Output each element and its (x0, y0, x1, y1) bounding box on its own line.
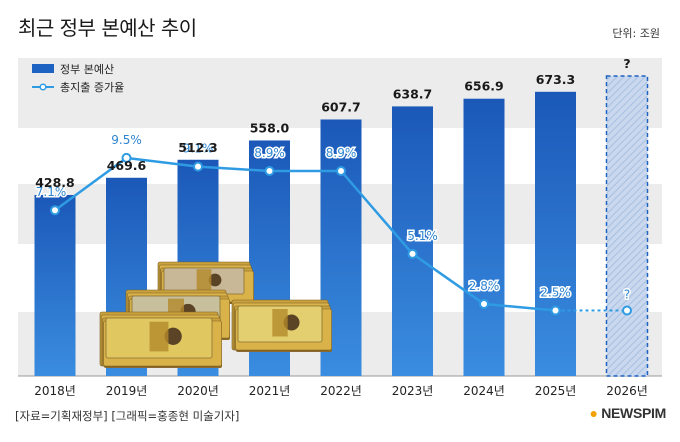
bar-value-label: 428.8 (35, 175, 75, 190)
portrait-icon (208, 273, 222, 287)
growth-marker (50, 205, 60, 216)
brand-logo: ● NEWSPIM (589, 405, 666, 421)
growth-value-label: 9.1% (183, 142, 214, 156)
money-band (196, 269, 212, 292)
growth-value-label: 8.9% (254, 146, 285, 160)
bar-value-label: 512.3 (178, 140, 218, 155)
bar-value-label: 638.7 (393, 86, 433, 101)
data-labels: 428.8 469.6 512.3 558.0 607.7 638.7 656.9 673.3… (35, 56, 630, 190)
money-band (149, 321, 169, 352)
bar (463, 98, 505, 377)
portrait-icon (164, 327, 182, 345)
growth-marker (550, 305, 561, 316)
chart-title: 최근 정부 본예산 추이 (18, 16, 197, 40)
money-band (272, 309, 288, 337)
growth-value-label: 5.1% (407, 229, 438, 243)
x-tick-label: 2019년 (106, 384, 148, 398)
logo-mark-icon: ● (589, 405, 598, 421)
x-tick-label: 2018년 (34, 384, 76, 398)
growth-line-path (54, 156, 556, 312)
growth-marker (407, 248, 418, 259)
legend-label-bar: 정부 본예산 (60, 63, 114, 76)
x-tick-label: 2021년 (249, 384, 291, 398)
legend-swatch-bar (32, 64, 54, 73)
growth-marker (121, 152, 132, 163)
bar (535, 91, 576, 376)
bar-value-label: 673.3 (536, 72, 576, 87)
bar-value-label: 656.9 (464, 79, 504, 94)
x-tick-label: 2026년 (606, 384, 648, 398)
growth-marker (479, 298, 489, 309)
money-stack-illustration (99, 261, 332, 368)
legend-swatch-marker (39, 83, 47, 91)
growth-value-label: 2.8% (469, 279, 500, 293)
x-tick-label: 2025년 (535, 384, 577, 398)
x-tick-label: 2024년 (463, 384, 505, 398)
bar-value-label: 607.7 (321, 99, 361, 114)
growth-marker (622, 305, 632, 316)
growth-value-label: ? (624, 288, 630, 302)
bar (392, 106, 433, 377)
legend-label-line: 총지출 증가율 (60, 81, 124, 94)
unit-label: 단위: 조원 (612, 27, 660, 40)
brand-name: NEWSPIM (601, 405, 666, 421)
x-axis: 2018년 2019년 2020년 2021년 2022년 2023년 2024년 2025년… (34, 384, 648, 398)
x-tick-label: 2020년 (177, 384, 219, 398)
bar-value-label: 558.0 (250, 120, 290, 135)
bar-value-label: 469.6 (107, 158, 147, 173)
x-tick-label: 2023년 (392, 384, 434, 398)
bar (34, 195, 76, 376)
growth-line: 7.1% 9.5% 9.1% 8.9% 8.9% 5.1% 2.8% 2.5%? (34, 131, 632, 316)
growth-marker (336, 165, 346, 176)
growth-marker (264, 165, 275, 176)
bar-value-label: ? (623, 56, 630, 71)
bar-placeholder (605, 75, 649, 377)
x-tick-label: 2022년 (320, 384, 362, 398)
growth-marker (193, 161, 203, 172)
growth-value-label: 7.1% (36, 185, 67, 199)
growth-value-label: 2.5% (540, 286, 571, 300)
growth-value-label: 9.5% (111, 133, 142, 147)
source-note: [자료=기획재정부] [그래픽=홍종현 미술기자] (15, 409, 240, 423)
growth-value-label: 8.9% (326, 146, 357, 160)
